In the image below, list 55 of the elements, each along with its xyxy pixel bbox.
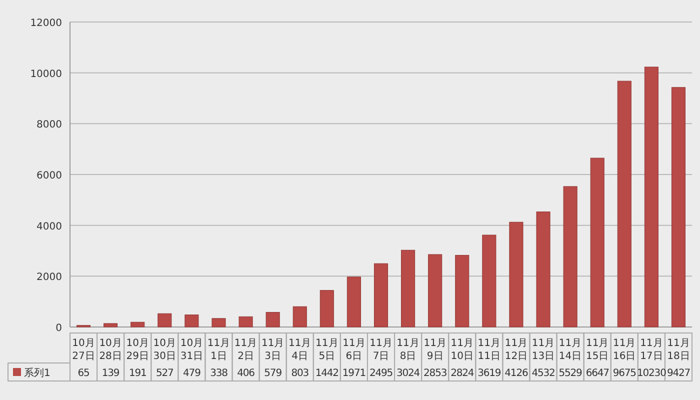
- y-tick-label: 10000: [30, 68, 62, 80]
- data-label: 479: [183, 368, 201, 379]
- x-tick-label: 10月28日: [99, 338, 122, 362]
- data-label: 1971: [342, 368, 366, 379]
- data-label: 4126: [504, 368, 528, 379]
- data-label: 6647: [586, 368, 610, 379]
- data-label: 10230: [637, 368, 666, 379]
- x-tick-label: 11月5日: [316, 338, 338, 362]
- data-label: 803: [291, 368, 309, 379]
- x-tick-label: 11月15日: [586, 338, 609, 362]
- x-tick-label: 11月11日: [478, 338, 501, 362]
- data-label: 5529: [558, 368, 582, 379]
- data-label: 9427: [666, 368, 690, 379]
- y-tick-label: 2000: [36, 272, 62, 284]
- data-label: 338: [210, 368, 228, 379]
- data-table: 10月27日 10月28日 10月29日 10月30日 10月31日 11月1日 11月2日 11月3日 11月4日 11月5日 11月6日 11月7日 11月8日 11月9日 11月10日 11月11日 11月12日 11月13日 11月14日 11月15日 11月16日 11月17日 11月18日 系列1 65 139 191 527 479 338 406 579 803 1442 1971 2495 3024 2853 2824 3619 4126 4532 5529 6647 9675102309427: [8, 332, 692, 382]
- data-label: 9675: [612, 368, 636, 379]
- data-label: 2824: [450, 368, 474, 379]
- y-tick-label: 4000: [36, 221, 62, 232]
- data-label: 139: [102, 368, 120, 379]
- x-tick-label: 11月14日: [558, 338, 582, 362]
- data-label: 2853: [424, 368, 447, 379]
- legend-label: 系列1: [24, 367, 50, 379]
- x-tick-label: 11月8日: [396, 338, 420, 362]
- data-label: 1442: [315, 368, 339, 379]
- data-label: 2495: [369, 368, 393, 379]
- x-tick-label: 11月3日: [261, 338, 284, 362]
- data-label: 191: [128, 368, 146, 379]
- x-tick-label: 11月6日: [342, 338, 366, 362]
- x-tick-label: 11月4日: [288, 338, 312, 362]
- y-tick-label: 0: [56, 323, 62, 334]
- x-tick-label: 11月16日: [613, 338, 636, 362]
- x-tick-label: 11月1日: [207, 338, 230, 362]
- x-tick-label: 11月13日: [532, 338, 555, 362]
- data-label: 65: [78, 368, 90, 379]
- x-tick-label: 11月12日: [504, 338, 528, 362]
- x-tick-label: 10月30日: [153, 338, 176, 362]
- data-label: 3024: [396, 368, 420, 379]
- y-tick-label: 12000: [30, 18, 62, 29]
- x-tick-label: 11月7日: [370, 338, 392, 362]
- x-tick-label: 11月10日: [450, 338, 474, 362]
- data-label: 579: [264, 368, 282, 379]
- x-tick-label: 11月17日: [640, 338, 663, 362]
- x-tick-label: 11月18日: [667, 338, 690, 362]
- x-tick-label: 10月31日: [180, 338, 204, 362]
- data-label: 406: [237, 368, 255, 379]
- y-tick-label: 8000: [36, 120, 62, 131]
- x-tick-label: 11月2日: [234, 338, 258, 362]
- x-tick-label: 10月29日: [126, 338, 149, 362]
- x-tick-label: 11月9日: [424, 338, 446, 362]
- y-tick-label: 6000: [36, 170, 62, 182]
- data-label: 527: [156, 368, 174, 379]
- x-tick-label: 10月27日: [72, 338, 95, 362]
- data-label: 4532: [532, 368, 556, 379]
- data-label: 3619: [478, 368, 501, 379]
